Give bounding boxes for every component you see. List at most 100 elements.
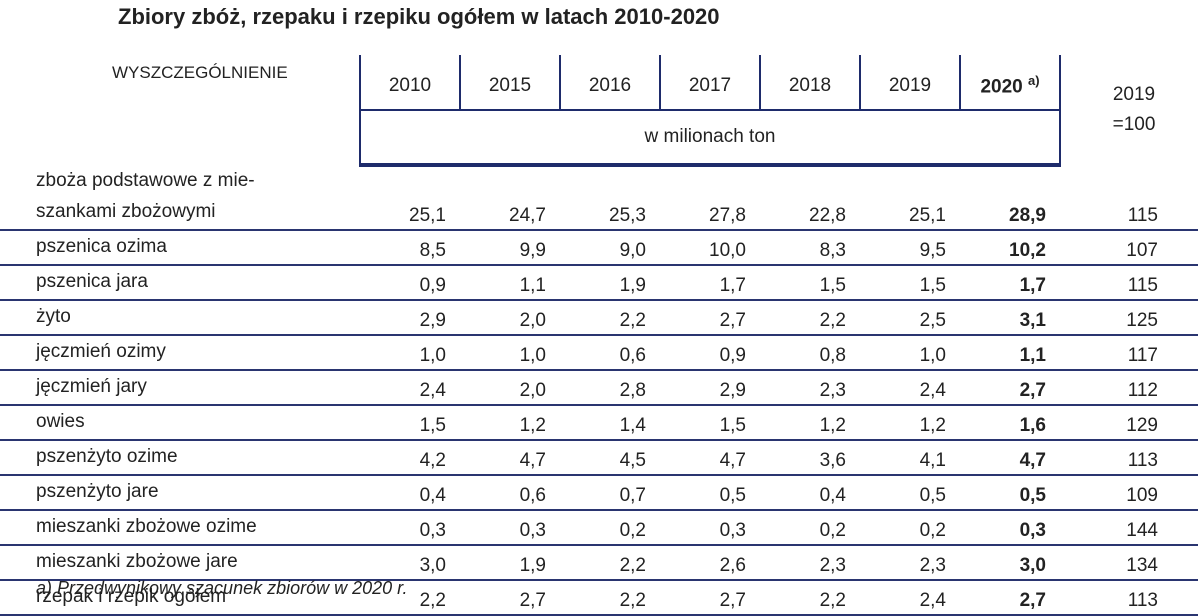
cell: 1,6 bbox=[960, 405, 1060, 441]
cell: 0,6 bbox=[560, 335, 660, 371]
row: mieszanki zbożowe ozime 0,3 0,3 0,2 0,3 0,2 0,… bbox=[0, 510, 1198, 546]
cell: 0,3 bbox=[360, 510, 460, 546]
row-label: pszenżyto ozime bbox=[0, 440, 360, 476]
cell: 2,8 bbox=[560, 370, 660, 406]
cell: 3,6 bbox=[760, 440, 860, 476]
cell: 4,5 bbox=[560, 440, 660, 476]
year-header: 2018 bbox=[759, 55, 860, 111]
cell: 134 bbox=[1060, 545, 1198, 581]
row-label: zboża podstawowe z mie- szankami zbożowy… bbox=[0, 165, 360, 231]
row-label: pszenica jara bbox=[0, 265, 360, 301]
cell: 3,0 bbox=[960, 545, 1060, 581]
row: zboża podstawowe z mie- szankami zbożowy… bbox=[0, 165, 1198, 231]
cell: 2,7 bbox=[460, 580, 560, 616]
cell: 4,7 bbox=[960, 440, 1060, 476]
cell: 2,3 bbox=[860, 545, 960, 581]
row: jęczmień ozimy 1,0 1,0 0,6 0,9 0,8 1,0 1,1 117 bbox=[0, 335, 1198, 371]
row-label: żyto bbox=[0, 300, 360, 336]
cell: 0,6 bbox=[460, 475, 560, 511]
cell: 125 bbox=[1060, 300, 1198, 336]
cell: 144 bbox=[1060, 510, 1198, 546]
cell: 0,5 bbox=[860, 475, 960, 511]
row: żyto 2,9 2,0 2,2 2,7 2,2 2,5 3,1 125 bbox=[0, 300, 1198, 336]
year-header: 2015 bbox=[459, 55, 560, 111]
cell: 1,0 bbox=[860, 335, 960, 371]
cell: 2,2 bbox=[560, 580, 660, 616]
row-label: pszenżyto jare bbox=[0, 475, 360, 511]
cell: 2,2 bbox=[760, 580, 860, 616]
cell: 2,3 bbox=[760, 545, 860, 581]
year-header: 2016 bbox=[559, 55, 660, 111]
cell: 1,9 bbox=[560, 265, 660, 301]
cell: 0,3 bbox=[660, 510, 760, 546]
cell: 3,0 bbox=[360, 545, 460, 581]
cell: 1,4 bbox=[560, 405, 660, 441]
cell: 2,0 bbox=[460, 370, 560, 406]
data-table: WYSZCZEGÓLNIENIE 2010 2015 2016 2017 2018 201… bbox=[0, 55, 1198, 616]
footnote: a) Przedwynikowy szacunek zbiorów w 2020… bbox=[36, 578, 408, 598]
cell: 10,2 bbox=[960, 230, 1060, 266]
cell: 27,8 bbox=[660, 165, 760, 231]
cell: 0,5 bbox=[960, 475, 1060, 511]
row-label: jęczmień jary bbox=[0, 370, 360, 406]
cell: 2,9 bbox=[660, 370, 760, 406]
row: jęczmień jary 2,4 2,0 2,8 2,9 2,3 2,4 2,7 112 bbox=[0, 370, 1198, 406]
index-line: =100 bbox=[1112, 114, 1156, 135]
cell: 107 bbox=[1060, 230, 1198, 266]
cell: 4,7 bbox=[660, 440, 760, 476]
cell: 2,0 bbox=[460, 300, 560, 336]
row: pszenżyto ozime 4,2 4,7 4,5 4,7 3,6 4,1 4,7 113 bbox=[0, 440, 1198, 476]
cell: 22,8 bbox=[760, 165, 860, 231]
header-label: WYSZCZEGÓLNIENIE bbox=[112, 63, 288, 82]
year-header-current: 2020 a) bbox=[959, 55, 1060, 111]
row: pszenżyto jare 0,4 0,6 0,7 0,5 0,4 0,5 0,5 109 bbox=[0, 475, 1198, 511]
cell: 25,3 bbox=[560, 165, 660, 231]
cell: 4,1 bbox=[860, 440, 960, 476]
row: owies 1,5 1,2 1,4 1,5 1,2 1,2 1,6 129 bbox=[0, 405, 1198, 441]
row-label: pszenica ozima bbox=[0, 230, 360, 266]
cell: 0,5 bbox=[660, 475, 760, 511]
cell: 3,1 bbox=[960, 300, 1060, 336]
year-header: 2019 bbox=[859, 55, 960, 111]
row: pszenica jara 0,9 1,1 1,9 1,7 1,5 1,5 1,7 115 bbox=[0, 265, 1198, 301]
cell: 1,0 bbox=[460, 335, 560, 371]
cell: 115 bbox=[1060, 165, 1198, 231]
cell: 0,8 bbox=[760, 335, 860, 371]
cell: 2,6 bbox=[660, 545, 760, 581]
cell: 2,4 bbox=[360, 370, 460, 406]
cell: 10,0 bbox=[660, 230, 760, 266]
cell: 1,5 bbox=[360, 405, 460, 441]
cell: 0,4 bbox=[360, 475, 460, 511]
cell: 0,2 bbox=[560, 510, 660, 546]
cell: 113 bbox=[1060, 580, 1198, 616]
cell: 0,4 bbox=[760, 475, 860, 511]
cell: 2,4 bbox=[860, 580, 960, 616]
title: Zbiory zbóż, rzepaku i rzepiku ogółem w … bbox=[118, 4, 720, 29]
cell: 115 bbox=[1060, 265, 1198, 301]
cell: 25,1 bbox=[860, 165, 960, 231]
cell: 2,7 bbox=[960, 370, 1060, 406]
cell: 1,0 bbox=[360, 335, 460, 371]
index-header: 2019 =100 bbox=[1059, 55, 1198, 165]
cell: 8,3 bbox=[760, 230, 860, 266]
cell: 0,3 bbox=[460, 510, 560, 546]
cell: 0,2 bbox=[760, 510, 860, 546]
cell: 4,2 bbox=[360, 440, 460, 476]
unit: w milionach ton bbox=[359, 110, 1060, 167]
index-line: 2019 bbox=[1112, 84, 1156, 105]
cell: 2,2 bbox=[560, 545, 660, 581]
row: mieszanki zbożowe jare 3,0 1,9 2,2 2,6 2,3 2,3… bbox=[0, 545, 1198, 581]
cell: 129 bbox=[1060, 405, 1198, 441]
year-current: 2020 bbox=[980, 76, 1023, 98]
cell: 2,2 bbox=[760, 300, 860, 336]
cell: 1,2 bbox=[460, 405, 560, 441]
row-label: mieszanki zbożowe ozime bbox=[0, 510, 360, 546]
cell: 1,5 bbox=[860, 265, 960, 301]
cell: 1,1 bbox=[960, 335, 1060, 371]
cell: 9,0 bbox=[560, 230, 660, 266]
cell: 9,5 bbox=[860, 230, 960, 266]
cell: 113 bbox=[1060, 440, 1198, 476]
cell: 24,7 bbox=[460, 165, 560, 231]
cell: 0,7 bbox=[560, 475, 660, 511]
